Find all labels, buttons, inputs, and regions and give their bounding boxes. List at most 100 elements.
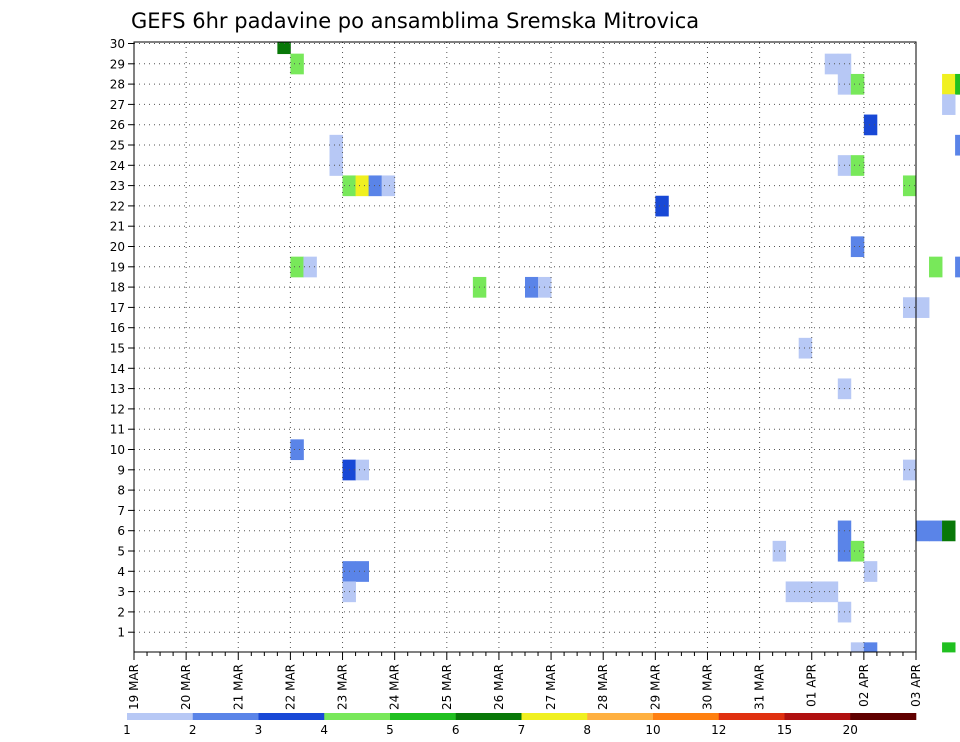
y-tick-label: 27 — [110, 98, 125, 112]
y-axis: 1234567891011121314151617181920212223242… — [110, 37, 134, 640]
x-tick-label: 02 APR — [857, 664, 871, 707]
legend-swatch — [455, 713, 522, 720]
data-cell — [850, 236, 865, 258]
data-cell — [916, 297, 930, 318]
y-tick-label: 11 — [110, 423, 125, 437]
data-cell — [525, 276, 539, 298]
legend-swatch — [850, 713, 917, 720]
legend-swatch — [390, 713, 457, 720]
y-tick-label: 5 — [117, 545, 125, 559]
y-tick-label: 26 — [110, 118, 125, 132]
chart-title: GEFS 6hr padavine po ansamblima Sremska … — [131, 9, 699, 33]
y-tick-label: 14 — [110, 362, 125, 376]
y-tick-label: 10 — [110, 443, 125, 457]
legend-swatch — [192, 713, 259, 720]
data-cell — [811, 581, 826, 603]
legend-label: 4 — [320, 723, 328, 737]
data-cell — [824, 53, 839, 75]
x-tick-label: 24 MAR — [388, 664, 402, 710]
data-cell — [355, 459, 369, 481]
data-cell — [942, 520, 956, 542]
data-cell — [929, 256, 943, 278]
data-cell — [824, 581, 839, 603]
x-tick-label: 31 MAR — [753, 664, 767, 710]
x-tick-label: 25 MAR — [440, 664, 454, 710]
y-tick-label: 6 — [117, 524, 125, 538]
data-cells — [277, 42, 960, 653]
data-cell — [942, 73, 956, 95]
legend-swatch — [718, 713, 785, 720]
legend-label: 2 — [189, 723, 197, 737]
data-cell — [798, 337, 813, 359]
legend-swatch — [784, 713, 851, 720]
data-cell — [942, 94, 956, 115]
data-cell — [277, 42, 291, 55]
y-tick-label: 1 — [117, 626, 125, 640]
legend-swatch — [324, 713, 391, 720]
legend-label: 20 — [843, 723, 858, 737]
y-tick-label: 13 — [110, 382, 125, 396]
legend-swatch — [127, 713, 194, 720]
data-cell — [290, 256, 304, 278]
y-tick-label: 18 — [110, 281, 125, 295]
y-tick-label: 24 — [110, 159, 125, 173]
data-cell — [381, 175, 396, 197]
data-cell — [655, 195, 669, 217]
x-tick-label: 22 MAR — [283, 664, 297, 710]
y-tick-label: 30 — [110, 37, 125, 51]
y-tick-label: 3 — [117, 585, 125, 599]
y-tick-label: 25 — [110, 139, 125, 153]
y-tick-label: 9 — [117, 463, 125, 477]
y-tick-label: 29 — [110, 57, 125, 71]
x-tick-label: 21 MAR — [231, 664, 245, 710]
data-cell — [850, 540, 865, 562]
data-cell — [329, 155, 343, 176]
y-tick-label: 12 — [110, 402, 125, 416]
x-tick-label: 27 MAR — [544, 664, 558, 710]
data-cell — [863, 642, 878, 653]
legend-label: 10 — [645, 723, 660, 737]
x-tick-label: 30 MAR — [700, 664, 714, 710]
x-tick-label: 20 MAR — [179, 664, 193, 710]
y-tick-label: 28 — [110, 78, 125, 92]
y-tick-label: 19 — [110, 260, 125, 274]
data-cell — [955, 256, 960, 278]
legend-label: 1 — [123, 723, 131, 737]
legend-label: 8 — [583, 723, 591, 737]
x-tick-label: 19 MAR — [127, 664, 141, 710]
y-tick-label: 7 — [117, 504, 125, 518]
legend-label: 15 — [777, 723, 792, 737]
x-tick-label: 26 MAR — [492, 664, 506, 710]
data-cell — [850, 642, 865, 653]
data-cell — [955, 134, 960, 156]
data-cell — [290, 53, 304, 75]
x-tick-label: 23 MAR — [336, 664, 350, 710]
data-cell — [929, 520, 943, 542]
y-tick-label: 16 — [110, 321, 125, 335]
legend-label: 5 — [386, 723, 394, 737]
legend-label: 12 — [711, 723, 726, 737]
data-cell — [916, 520, 930, 542]
legend-swatch — [258, 713, 325, 720]
y-tick-label: 17 — [110, 301, 125, 315]
data-cell — [355, 561, 369, 582]
x-axis: 19 MAR 20 MAR 21 MAR 22 MAR 23 MAR 24 MAR 25 M… — [127, 652, 923, 710]
data-cell — [863, 114, 878, 136]
y-tick-label: 20 — [110, 240, 125, 254]
data-cell — [863, 561, 878, 582]
data-cell — [329, 134, 343, 156]
y-tick-label: 8 — [117, 484, 125, 498]
data-cell — [785, 581, 800, 603]
data-cell — [798, 581, 813, 603]
y-tick-label: 2 — [117, 605, 125, 619]
x-tick-label: 03 APR — [909, 664, 923, 707]
x-tick-label: 29 MAR — [648, 664, 662, 710]
y-tick-label: 21 — [110, 220, 125, 234]
data-cell — [850, 155, 865, 176]
data-cell — [368, 175, 383, 197]
y-tick-label: 23 — [110, 179, 125, 193]
data-cell — [303, 256, 317, 278]
y-tick-label: 4 — [117, 565, 125, 579]
x-tick-label: 01 APR — [805, 664, 819, 707]
